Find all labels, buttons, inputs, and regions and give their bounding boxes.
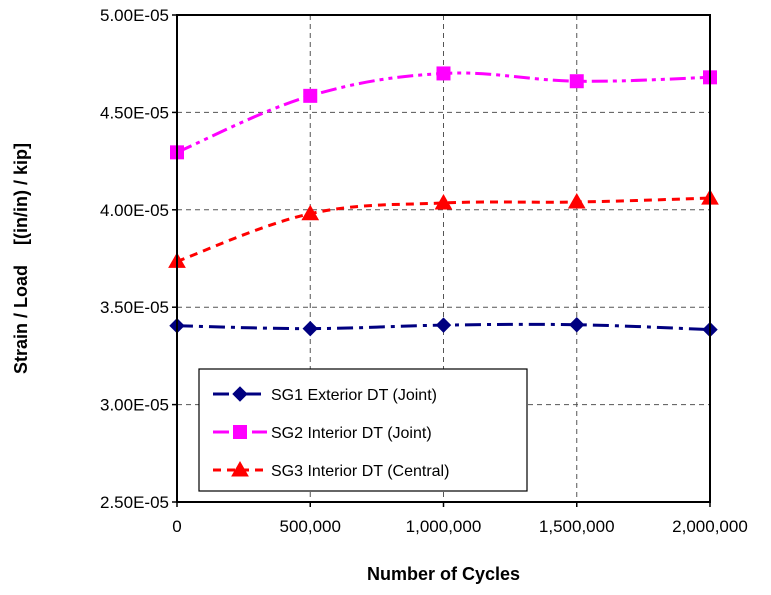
data-point-sg1-exterior-joint: [302, 320, 318, 337]
x-tick-label: 500,000: [280, 517, 341, 536]
x-axis-title: Number of Cycles: [367, 564, 520, 584]
legend-label-sg3-interior-central: SG3 Interior DT (Central): [271, 463, 449, 480]
legend-entries: SG1 Exterior DT (Joint) SG2 Interior DT (…: [213, 386, 449, 480]
y-tick-label: 3.50E-05: [100, 298, 169, 317]
data-point-sg3-interior-central: [567, 193, 586, 209]
legend-label-sg2-interior-joint: SG2 Interior DT (Joint): [271, 425, 432, 442]
legend-marker-sg2-interior-joint: [233, 425, 247, 439]
data-point-sg1-exterior-joint: [569, 317, 585, 333]
y-axis-ticks: 2.50E-05 3.00E-05 3.50E-05 4.00E-05 4.50E-05…: [100, 6, 177, 512]
x-tick-label: 2,000,000: [672, 517, 748, 536]
legend-marker-sg3-interior-central: [231, 460, 249, 477]
series-layer: [168, 66, 719, 338]
data-point-sg1-exterior-joint: [435, 317, 452, 333]
data-point-sg2-interior-joint: [303, 88, 318, 103]
y-tick-label: 5.00E-05: [100, 6, 169, 25]
y-tick-label: 3.00E-05: [100, 396, 169, 415]
data-point-sg2-interior-joint: [436, 66, 451, 81]
legend-label-sg1-exterior-joint: SG1 Exterior DT (Joint): [271, 387, 437, 404]
legend-entry-sg1-exterior-joint: SG1 Exterior DT (Joint): [213, 386, 437, 404]
y-tick-label: 2.50E-05: [100, 493, 169, 512]
y-tick-label: 4.50E-05: [100, 103, 169, 122]
data-point-sg3-interior-central: [301, 204, 320, 221]
legend: SG1 Exterior DT (Joint) SG2 Interior DT (…: [198, 368, 528, 492]
x-tick-label: 1,500,000: [539, 517, 615, 536]
legend-marker-sg1-exterior-joint: [232, 386, 248, 402]
x-tick-label: 0: [172, 517, 181, 536]
data-point-sg2-interior-joint: [569, 74, 584, 89]
x-axis-ticks: 0 500,000 1,000,000 1,500,000 2,000,000: [172, 502, 748, 536]
x-tick-label: 1,000,000: [406, 517, 482, 536]
series-sg1-exterior-joint: [169, 317, 718, 338]
legend-entry-sg2-interior-joint: SG2 Interior DT (Joint): [213, 425, 432, 442]
y-tick-label: 4.00E-05: [100, 201, 169, 220]
series-line-sg3-interior-central: [176, 196, 711, 263]
legend-box: [198, 368, 528, 492]
data-point-sg3-interior-central: [434, 193, 453, 210]
y-axis-title: Strain / Load [(in/in) / kip]: [11, 143, 31, 374]
legend-entry-sg3-interior-central: SG3 Interior DT (Central): [213, 460, 449, 480]
